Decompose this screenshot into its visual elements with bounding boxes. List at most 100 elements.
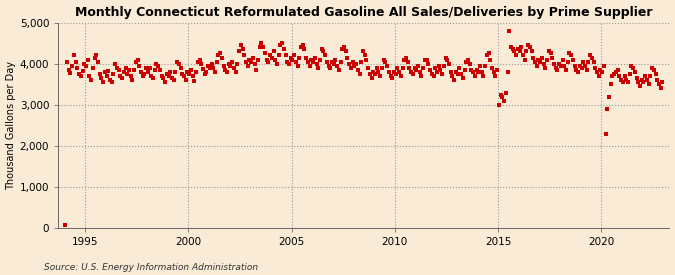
Point — [227, 59, 238, 64]
Point — [621, 78, 632, 82]
Point — [132, 57, 143, 62]
Point — [537, 55, 547, 60]
Point — [155, 68, 165, 72]
Point — [626, 64, 637, 68]
Point — [232, 62, 243, 66]
Point — [572, 70, 583, 74]
Point — [356, 59, 367, 64]
Point — [120, 66, 131, 70]
Point — [190, 70, 201, 74]
Point — [522, 43, 533, 47]
Point — [246, 59, 256, 64]
Point — [588, 59, 599, 64]
Point — [86, 78, 97, 82]
Point — [301, 55, 312, 60]
Point — [593, 74, 604, 78]
Point — [332, 64, 343, 68]
Point — [581, 68, 592, 72]
Point — [96, 76, 107, 80]
Point — [446, 70, 456, 74]
Point — [435, 68, 446, 72]
Point — [630, 70, 641, 74]
Point — [554, 62, 564, 66]
Point — [580, 64, 591, 68]
Point — [462, 57, 473, 62]
Point — [475, 64, 485, 68]
Point — [325, 66, 335, 70]
Point — [543, 49, 554, 54]
Point — [400, 55, 411, 60]
Point — [471, 68, 482, 72]
Point — [124, 68, 134, 72]
Point — [349, 64, 360, 68]
Point — [371, 66, 382, 70]
Point — [545, 51, 556, 56]
Point — [189, 79, 200, 83]
Point — [277, 41, 288, 45]
Point — [206, 62, 217, 66]
Point — [270, 57, 281, 62]
Point — [186, 68, 196, 72]
Point — [469, 74, 480, 78]
Point — [406, 70, 416, 74]
Point — [427, 72, 437, 76]
Point — [284, 62, 294, 66]
Point — [521, 49, 532, 54]
Point — [364, 72, 375, 76]
Point — [477, 70, 487, 74]
Point — [480, 64, 491, 68]
Point — [456, 72, 466, 76]
Point — [153, 64, 163, 68]
Point — [641, 78, 652, 82]
Point — [390, 72, 401, 76]
Point — [117, 76, 128, 80]
Point — [538, 62, 549, 66]
Point — [187, 74, 198, 78]
Point — [84, 74, 95, 78]
Point — [289, 53, 300, 58]
Point — [619, 74, 630, 78]
Point — [549, 62, 560, 66]
Point — [352, 68, 363, 72]
Point — [213, 53, 224, 58]
Point — [468, 70, 479, 74]
Point — [473, 70, 484, 74]
Point — [220, 68, 231, 72]
Point — [142, 70, 153, 74]
Point — [392, 66, 403, 70]
Point — [655, 86, 666, 90]
Point — [218, 64, 229, 68]
Point — [605, 82, 616, 86]
Point — [263, 59, 274, 64]
Point — [268, 49, 279, 54]
Point — [148, 76, 159, 80]
Point — [163, 74, 174, 78]
Point — [628, 66, 639, 70]
Point — [261, 57, 272, 62]
Point — [107, 80, 117, 84]
Point — [411, 68, 422, 72]
Point — [92, 59, 103, 64]
Point — [640, 74, 651, 78]
Point — [151, 62, 162, 66]
Point — [504, 29, 514, 33]
Point — [418, 66, 429, 70]
Point — [590, 66, 601, 70]
Point — [254, 45, 265, 50]
Point — [156, 74, 167, 78]
Point — [158, 76, 169, 80]
Point — [82, 57, 93, 62]
Point — [483, 51, 494, 56]
Point — [290, 59, 301, 64]
Point — [519, 57, 530, 62]
Point — [122, 72, 133, 76]
Point — [657, 80, 668, 84]
Point — [561, 68, 572, 72]
Point — [239, 53, 250, 58]
Point — [296, 45, 306, 50]
Point — [72, 66, 83, 70]
Point — [252, 57, 263, 62]
Point — [161, 72, 172, 76]
Point — [205, 66, 215, 70]
Point — [516, 45, 526, 50]
